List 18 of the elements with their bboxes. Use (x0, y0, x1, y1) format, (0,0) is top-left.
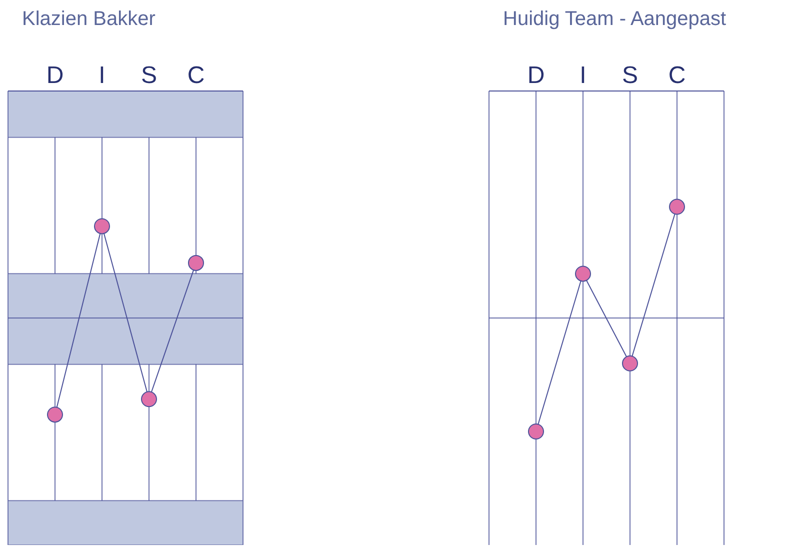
point (575, 266, 591, 282)
point (47, 406, 63, 423)
x-tick-label: S (140, 62, 158, 89)
chart-title: Huidig Team - Aangepast (503, 8, 726, 31)
x-tick-label: I (98, 62, 106, 89)
chart-title: Klazien Bakker (22, 8, 156, 31)
point (622, 355, 638, 372)
point (188, 254, 204, 271)
x-tick-label: D (527, 62, 545, 89)
x-tick-label: S (622, 62, 638, 89)
x-tick-label: D (46, 62, 64, 89)
x-tick-label: C (668, 62, 686, 89)
point (141, 391, 157, 408)
point (669, 198, 685, 215)
point (528, 424, 544, 440)
point (94, 218, 110, 234)
x-tick-label: I (580, 62, 586, 89)
x-tick-label: C (187, 62, 205, 89)
